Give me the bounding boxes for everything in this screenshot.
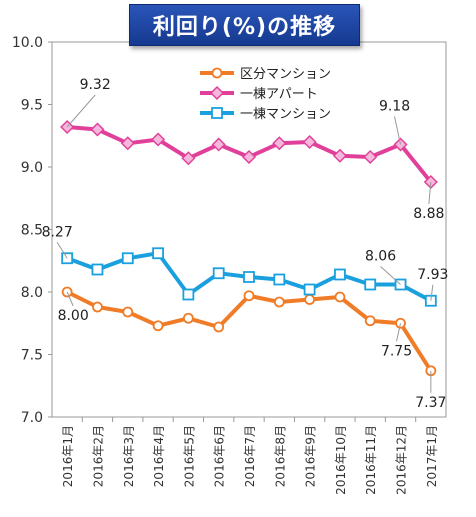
data-label: 8.88 xyxy=(413,206,444,222)
legend-marker xyxy=(211,107,223,119)
x-tick-label: 2016年6月 xyxy=(213,425,227,487)
data-point xyxy=(304,294,316,305)
data-label-leader xyxy=(428,181,432,205)
data-point xyxy=(213,321,225,333)
data-label: 7.75 xyxy=(381,343,412,359)
data-label: 8.06 xyxy=(365,249,396,265)
y-tick-labels: 7.0 7.5 8.0 8.5 9.0 9.5 10.0 xyxy=(12,35,43,426)
x-tick-labels: 2016年1月 2016年2月 2016年3月 2016年4月 2016年5月 2016年… xyxy=(61,425,439,495)
x-tick-label: 2016年4月 xyxy=(152,425,166,487)
data-point xyxy=(211,137,226,152)
y-tick-label: 7.0 xyxy=(21,410,43,426)
x-tick-label: 2016年9月 xyxy=(304,425,318,487)
y-tick-label: 9.0 xyxy=(21,160,43,176)
data-point xyxy=(91,263,104,276)
data-label-leader xyxy=(430,284,434,301)
data-label: 7.93 xyxy=(417,267,448,283)
data-point xyxy=(152,320,164,332)
data-point xyxy=(241,149,257,165)
legend-label: 一棟マンション xyxy=(240,107,331,122)
chart-title-box: 利回り(%)の推移 xyxy=(129,4,360,46)
data-point xyxy=(181,151,196,166)
data-label-leader xyxy=(380,266,401,285)
data-point xyxy=(152,247,164,260)
data-point xyxy=(364,278,377,291)
y-tick-label: 8.5 xyxy=(21,223,43,239)
y-tick-label: 9.5 xyxy=(21,98,43,114)
data-point xyxy=(92,301,103,313)
x-tick-label: 2016年7月 xyxy=(243,425,257,487)
x-tick-label: 2016年10月 xyxy=(334,425,348,495)
data-point xyxy=(334,268,346,281)
x-tick-label: 2016年5月 xyxy=(182,425,196,487)
x-tick-label: 2016年8月 xyxy=(273,425,287,487)
y-tick-label: 7.5 xyxy=(21,348,43,364)
data-point xyxy=(334,291,346,303)
data-point xyxy=(212,267,225,280)
data-point xyxy=(121,252,134,265)
data-point xyxy=(122,306,134,318)
data-point xyxy=(364,315,376,327)
x-tick-label: 2016年1月 xyxy=(61,425,75,487)
data-label-leader xyxy=(66,94,96,128)
data-point xyxy=(151,132,166,147)
data-label-leader xyxy=(394,116,402,145)
y-tick-label: 8.0 xyxy=(21,285,43,301)
data-label: 9.32 xyxy=(80,77,111,93)
y-tick-label: 10.0 xyxy=(12,35,43,51)
data-label: 7.37 xyxy=(415,395,446,411)
data-point xyxy=(273,273,286,286)
legend-label: 区分マンション xyxy=(240,67,331,82)
data-label-leader xyxy=(396,323,402,342)
data-point xyxy=(302,134,317,150)
x-tick-label: 2016年3月 xyxy=(122,425,136,487)
data-point xyxy=(272,136,287,151)
x-tick-label: 2016年12月 xyxy=(395,425,409,495)
data-labels: 9.32 9.18 8.88 8.27 8.06 7.93 8.00 7.75 7.37 xyxy=(42,77,449,411)
data-point xyxy=(182,312,194,324)
x-tick-label: 2016年11月 xyxy=(364,425,378,495)
data-label-leader xyxy=(66,291,74,307)
data-point xyxy=(243,290,255,302)
legend-marker xyxy=(209,85,225,101)
data-point xyxy=(303,283,316,296)
data-point xyxy=(273,296,285,308)
data-point xyxy=(182,288,195,301)
series-markers xyxy=(60,119,438,377)
chart-title: 利回り(%)の推移 xyxy=(152,15,337,40)
legend-label: 一棟アパート xyxy=(240,87,318,102)
series-line xyxy=(66,290,433,372)
data-label: 9.18 xyxy=(379,99,410,115)
data-point xyxy=(243,271,255,283)
x-tick-label: 2017年1月 xyxy=(425,425,439,487)
data-label: 8.27 xyxy=(42,224,73,240)
legend-marker xyxy=(211,67,223,79)
data-label-leader xyxy=(56,241,68,259)
data-point xyxy=(363,149,378,165)
data-point xyxy=(90,122,105,137)
data-point xyxy=(332,148,347,163)
data-point xyxy=(120,136,135,151)
x-tick-label: 2016年2月 xyxy=(91,425,105,487)
data-label: 8.00 xyxy=(58,308,89,324)
